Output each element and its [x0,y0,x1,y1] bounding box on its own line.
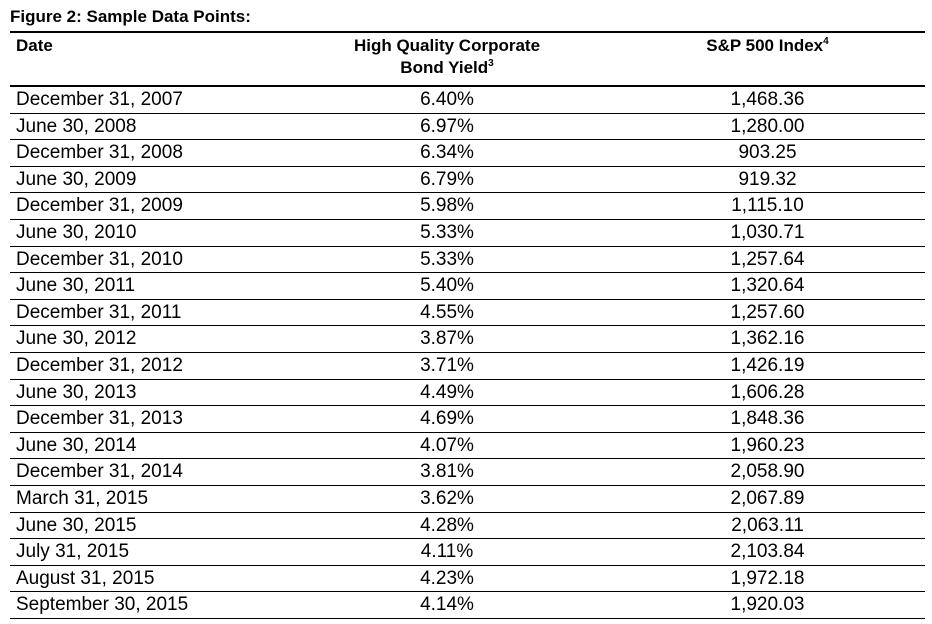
table-row: August 31, 2015 4.23% 1,972.18 [10,566,925,593]
table-row: June 30, 2012 3.87% 1,362.16 [10,326,925,353]
cell-sp500: 1,257.64 [730,248,805,270]
cell-sp500: 1,606.28 [730,381,805,403]
cell-sp500: 903.25 [738,142,797,164]
cell-bond-yield: 3.71% [420,354,474,376]
cell-date: June 30, 2015 [16,514,137,536]
cell-bond-yield: 4.55% [420,301,474,323]
cell-date: December 31, 2009 [16,195,183,217]
table-row: December 31, 2007 6.40% 1,468.36 [10,87,925,114]
cell-sp500: 1,960.23 [730,434,805,456]
cell-sp500: 919.32 [738,168,797,190]
footnote-marker: 3 [488,58,494,69]
table-row: December 31, 2008 6.34% 903.25 [10,140,925,167]
table-row: July 31, 2015 4.11% 2,103.84 [10,539,925,566]
cell-sp500: 1,362.16 [730,328,805,350]
cell-sp500: 1,115.10 [731,195,804,217]
cell-bond-yield: 3.87% [420,328,474,350]
cell-sp500: 1,257.60 [730,301,805,323]
cell-date: June 30, 2008 [16,115,137,137]
cell-date: December 31, 2012 [16,354,183,376]
table-row: June 30, 2010 5.33% 1,030.71 [10,220,925,247]
cell-sp500: 1,920.03 [730,594,805,616]
header-sp500-label: S&P 500 Index [706,36,824,55]
cell-date: June 30, 2010 [16,221,137,243]
cell-sp500: 2,103.84 [730,541,805,563]
cell-date: December 31, 2008 [16,142,183,164]
cell-bond-yield: 5.33% [420,221,474,243]
cell-bond-yield: 6.34% [420,142,474,164]
table-row: March 31, 2015 3.62% 2,067.89 [10,486,925,513]
header-sp500: S&P 500 Index4 [588,33,925,85]
table-header: Date High Quality Corporate Bond Yield3 … [10,33,925,87]
cell-bond-yield: 4.69% [420,408,474,430]
cell-bond-yield: 4.49% [420,381,474,403]
cell-sp500: 2,063.11 [731,514,804,536]
cell-date: September 30, 2015 [16,594,189,616]
cell-date: June 30, 2014 [16,434,137,456]
cell-bond-yield: 4.07% [420,434,474,456]
table-row: December 31, 2013 4.69% 1,848.36 [10,406,925,433]
cell-date: June 30, 2011 [16,275,136,297]
cell-bond-yield: 6.40% [420,89,474,110]
table-row: December 31, 2014 3.81% 2,058.90 [10,459,925,486]
header-date: Date [10,33,288,85]
table-row: December 31, 2009 5.98% 1,115.10 [10,193,925,220]
cell-bond-yield: 6.79% [420,168,474,190]
cell-bond-yield: 5.40% [420,275,474,297]
cell-bond-yield: 5.98% [420,195,474,217]
cell-date: March 31, 2015 [16,487,149,509]
cell-sp500: 1,848.36 [730,408,805,430]
cell-sp500: 2,067.89 [730,487,805,509]
header-date-label: Date [16,36,53,55]
table-row: June 30, 2009 6.79% 919.32 [10,167,925,194]
cell-date: December 31, 2014 [16,461,183,483]
table-body: December 31, 2007 6.40% 1,468.36 June 30, 2… [10,87,925,619]
cell-sp500: 1,320.64 [730,275,805,297]
header-bond-yield: High Quality Corporate Bond Yield3 [288,33,588,85]
header-bond-yield-line2: Bond Yield3 [306,57,588,79]
cell-sp500: 1,280.00 [730,115,805,137]
table-row: June 30, 2011 5.40% 1,320.64 [10,273,925,300]
cell-sp500: 2,058.90 [730,461,805,483]
cell-date: June 30, 2009 [16,168,137,190]
cell-bond-yield: 3.62% [420,487,474,509]
cell-bond-yield: 4.11% [420,541,474,563]
cell-date: July 31, 2015 [16,541,130,563]
cell-sp500: 1,426.19 [730,354,805,376]
cell-sp500: 1,468.36 [730,89,805,110]
cell-bond-yield: 4.14% [420,594,474,616]
cell-date: December 31, 2010 [16,248,183,270]
table-row: June 30, 2015 4.28% 2,063.11 [10,513,925,540]
cell-bond-yield: 3.81% [420,461,474,483]
figure-title: Figure 2: Sample Data Points: [10,7,251,26]
footnote-marker: 4 [823,36,829,47]
table-row: June 30, 2008 6.97% 1,280.00 [10,114,925,141]
table-row: December 31, 2011 4.55% 1,257.60 [10,300,925,327]
table-row: December 31, 2012 3.71% 1,426.19 [10,353,925,380]
data-table: Date High Quality Corporate Bond Yield3 … [10,31,925,619]
cell-bond-yield: 5.33% [420,248,474,270]
table-row: June 30, 2013 4.49% 1,606.28 [10,380,925,407]
table-row: December 31, 2010 5.33% 1,257.64 [10,247,925,274]
cell-date: June 30, 2012 [16,328,137,350]
table-row: September 30, 2015 4.14% 1,920.03 [10,592,925,619]
cell-date: August 31, 2015 [16,567,155,589]
cell-bond-yield: 6.97% [420,115,474,137]
cell-date: December 31, 2011 [16,301,182,323]
cell-date: June 30, 2013 [16,381,137,403]
cell-sp500: 1,030.71 [730,221,805,243]
cell-bond-yield: 4.23% [420,567,474,589]
cell-date: December 31, 2007 [16,89,183,110]
header-bond-yield-line1: High Quality Corporate [353,36,541,55]
cell-date: December 31, 2013 [16,408,183,430]
header-bond-yield-label: Bond Yield [400,58,489,77]
cell-bond-yield: 4.28% [420,514,474,536]
table-row: June 30, 2014 4.07% 1,960.23 [10,433,925,460]
cell-sp500: 1,972.18 [730,567,805,589]
